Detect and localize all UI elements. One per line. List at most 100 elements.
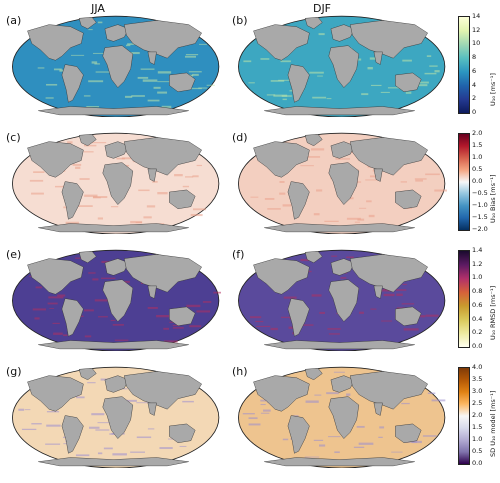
australia-shape — [169, 306, 196, 327]
texture-mark — [403, 328, 419, 331]
panel-label: (b) — [232, 14, 248, 27]
texture-mark — [92, 278, 99, 281]
texture-mark — [172, 327, 184, 329]
texture-mark — [48, 296, 64, 299]
texture-mark — [192, 73, 199, 76]
antarctica-shape — [264, 457, 415, 467]
texture-mark — [163, 327, 170, 330]
texture-mark — [83, 144, 97, 147]
texture-mark — [416, 84, 428, 87]
india-shape — [147, 168, 157, 182]
texture-mark — [429, 65, 438, 67]
texture-mark — [88, 29, 93, 31]
texture-mark — [402, 283, 407, 286]
texture-mark — [354, 181, 362, 183]
africa-shape — [102, 162, 134, 205]
texture-mark — [242, 413, 255, 415]
world-map — [238, 132, 447, 234]
texture-mark — [282, 204, 292, 207]
colorbar-tick-label: 2.5 — [472, 399, 483, 407]
texture-mark — [401, 402, 410, 405]
texture-mark — [161, 105, 172, 109]
texture-mark — [401, 303, 415, 305]
texture-mark — [326, 98, 332, 100]
texture-mark — [29, 179, 44, 182]
australia-shape — [169, 189, 196, 210]
texture-mark — [88, 80, 104, 83]
texture-mark — [31, 423, 42, 425]
texture-mark — [152, 180, 158, 183]
south-america-shape — [287, 64, 310, 103]
texture-mark — [377, 289, 392, 292]
asia-shape — [123, 371, 202, 410]
texture-mark — [288, 326, 294, 329]
texture-mark — [379, 426, 385, 429]
texture-mark — [92, 196, 108, 199]
texture-mark — [300, 258, 310, 262]
texture-mark — [53, 68, 62, 71]
colorbar-label: U₁₀ RMSD [ms⁻¹] — [489, 285, 497, 340]
texture-mark — [190, 87, 202, 90]
texture-mark — [279, 181, 285, 183]
texture-mark — [188, 74, 194, 77]
texture-mark — [83, 95, 91, 97]
map-panel: (d) — [232, 129, 447, 234]
colorbar-tick-label: 0 — [472, 108, 477, 116]
texture-mark — [125, 44, 131, 47]
texture-mark — [184, 55, 197, 58]
asia-shape — [349, 20, 428, 59]
india-shape — [373, 168, 383, 182]
texture-mark — [248, 82, 255, 84]
asia-shape — [123, 137, 202, 176]
africa-shape — [102, 396, 134, 439]
texture-mark — [312, 96, 327, 99]
texture-mark — [378, 436, 383, 438]
texture-mark — [97, 452, 103, 455]
texture-mark — [414, 178, 427, 180]
texture-mark — [91, 142, 107, 144]
texture-mark — [319, 444, 326, 447]
texture-mark — [83, 151, 94, 153]
texture-mark — [346, 393, 351, 396]
panel-label: (c) — [6, 131, 21, 144]
texture-mark — [185, 176, 194, 178]
antarctica-shape — [264, 106, 415, 116]
australia-shape — [395, 189, 422, 210]
texture-mark — [300, 165, 314, 167]
texture-mark — [283, 296, 297, 299]
texture-mark — [124, 95, 133, 98]
texture-mark — [67, 141, 73, 144]
north-america-shape — [253, 375, 310, 412]
texture-mark — [280, 60, 291, 63]
texture-mark — [157, 71, 172, 74]
texture-mark — [182, 400, 194, 403]
greenland-shape — [304, 251, 323, 264]
colorbar-tick-label: 0.8 — [472, 287, 483, 296]
column-title-djf: DJF — [312, 2, 332, 15]
africa-shape — [328, 396, 360, 439]
greenland-shape — [78, 17, 97, 30]
map-panel: (b) — [232, 12, 447, 117]
world-map — [12, 132, 220, 234]
texture-mark — [196, 310, 211, 313]
colorbar-tick-label: 0.5 — [472, 165, 483, 173]
texture-mark — [255, 320, 264, 323]
texture-mark — [370, 308, 377, 310]
south-america-shape — [61, 181, 84, 220]
texture-mark — [190, 213, 203, 217]
texture-mark — [63, 334, 68, 337]
texture-mark — [311, 148, 325, 151]
europe-shape — [104, 375, 129, 393]
texture-mark — [31, 192, 44, 195]
texture-mark — [65, 221, 79, 224]
europe-shape — [330, 24, 355, 42]
texture-mark — [354, 221, 360, 223]
texture-mark — [32, 308, 47, 311]
asia-shape — [349, 371, 428, 410]
world-map — [12, 249, 221, 351]
texture-mark — [369, 57, 378, 60]
texture-mark — [75, 454, 90, 457]
texture-mark — [52, 322, 60, 324]
texture-mark — [415, 179, 424, 182]
texture-mark — [121, 157, 135, 160]
